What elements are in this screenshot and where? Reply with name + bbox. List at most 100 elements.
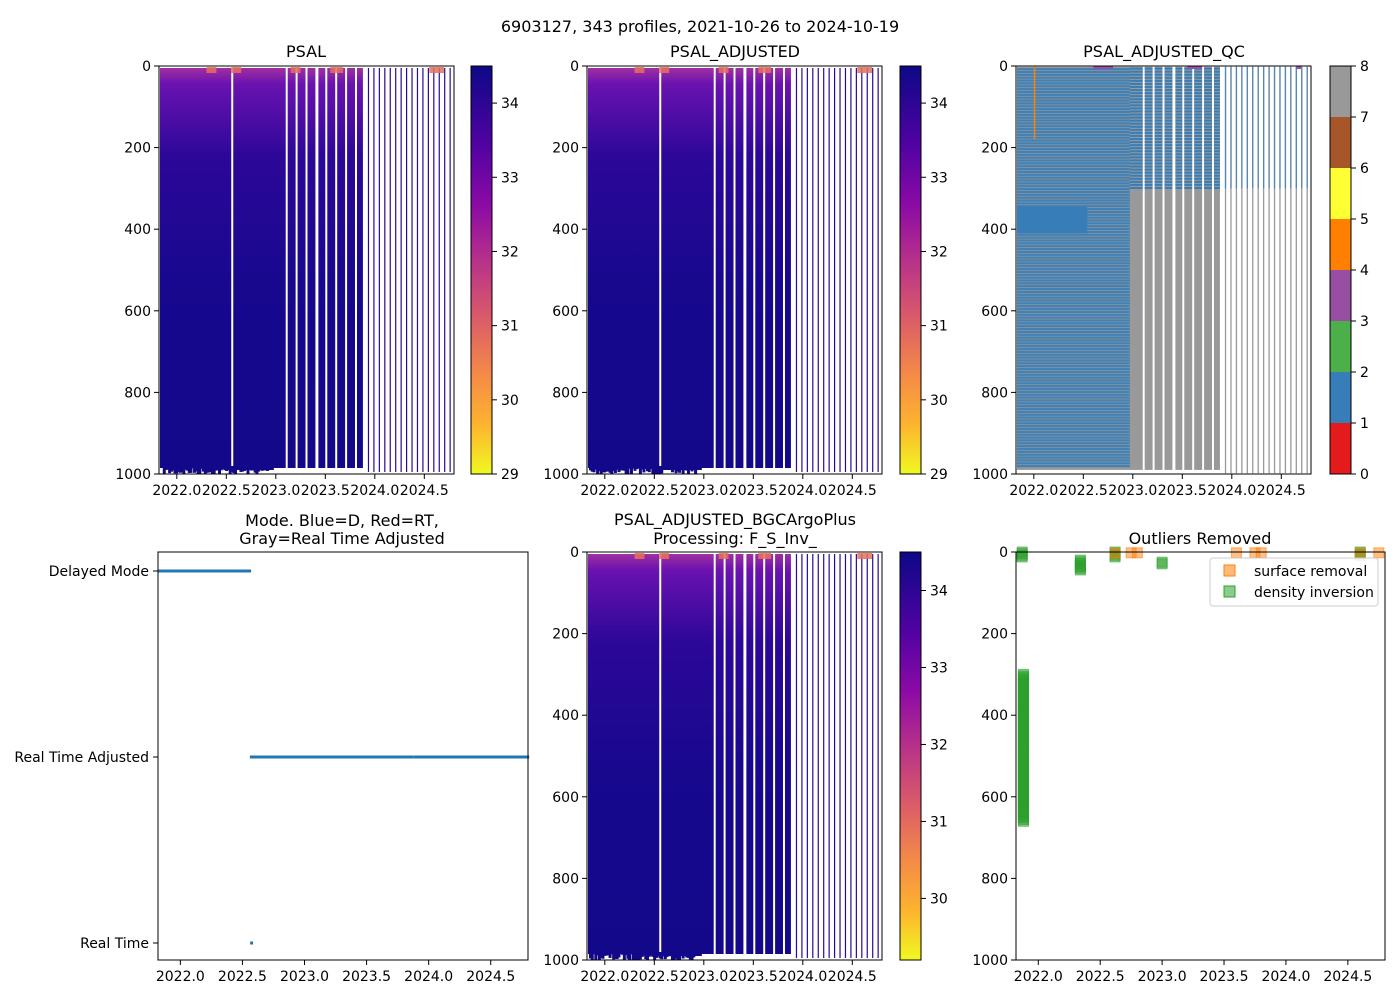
qc-flag-row <box>1016 250 1131 254</box>
psal-field <box>159 67 451 474</box>
density-inversion-point <box>1156 558 1168 570</box>
qc-flag-row <box>1213 165 1220 168</box>
qc-flag-row <box>1144 70 1153 73</box>
y-tick-label: 1000 <box>115 467 151 483</box>
bottom-edge <box>255 466 259 474</box>
qc-flag-row <box>1184 113 1193 116</box>
x-tick-label: 2023.5 <box>1158 483 1207 499</box>
bottom-edge <box>608 952 612 958</box>
qc-flag-row <box>1129 186 1143 189</box>
qc-flag-row <box>1154 159 1163 162</box>
salinity-column <box>715 554 724 954</box>
qc-flag-row <box>1016 165 1131 168</box>
bottom-edge <box>250 466 254 471</box>
bottom-edge <box>173 466 177 474</box>
qc-flag-row <box>1016 325 1131 328</box>
salinity-column <box>801 554 803 958</box>
mode-point <box>437 755 440 759</box>
salinity-column <box>389 68 391 472</box>
qc-flag-row <box>1016 105 1131 108</box>
salinity-column <box>700 554 714 954</box>
qc-flag-row <box>1194 125 1203 128</box>
qc-flag-row <box>1129 89 1143 92</box>
qc-flag-row <box>1164 180 1173 183</box>
bottom-edge <box>626 952 630 959</box>
qc-flag-row <box>1016 390 1131 393</box>
panel-psal-adjusted-title: PSAL_ADJUSTED <box>670 42 800 62</box>
salinity-column <box>735 68 744 468</box>
bottom-edge <box>193 466 197 473</box>
qc-column <box>1284 66 1287 474</box>
mode-point <box>424 755 427 759</box>
bottom-edge <box>219 466 223 471</box>
mode-point <box>513 755 516 759</box>
qc-flag-row <box>1016 302 1131 305</box>
colorbar-tick-label: 7 <box>1360 110 1369 126</box>
mode-point <box>521 755 524 759</box>
qc-flag-row <box>1129 85 1143 88</box>
y-tick-label: 600 <box>552 304 579 320</box>
qc-flag-row <box>1204 89 1213 92</box>
qc-flag-row <box>1016 396 1131 399</box>
bottom-edge <box>257 466 261 472</box>
qc-column <box>1257 66 1259 474</box>
qc-flag-row <box>1016 116 1131 119</box>
bottom-edge <box>230 466 234 472</box>
colorbar-tick-label: 2 <box>1360 365 1369 381</box>
bottom-edge <box>644 466 648 470</box>
mode-point <box>506 755 509 759</box>
qc-flag-row <box>1016 305 1131 308</box>
bottom-edge <box>175 466 179 474</box>
bottom-edge <box>638 952 642 960</box>
qc-flag-row <box>1184 92 1193 95</box>
salinity-column <box>839 554 841 958</box>
y-tick-label: Real Time <box>80 936 149 952</box>
qc-flag-row <box>1154 85 1163 88</box>
qc-flag-row <box>1184 144 1193 147</box>
qc-flag-row <box>1213 147 1220 150</box>
qc-flag-row <box>1164 116 1173 119</box>
surface-removal-point <box>1131 547 1143 559</box>
qc-colorbar-segment <box>1330 66 1351 117</box>
qc-flag-row <box>1154 174 1163 177</box>
qc-column <box>1144 66 1153 470</box>
salinity-column <box>416 68 419 472</box>
psal-qc-yticks: 0 200 400 600 800 1000 <box>972 59 1016 483</box>
bottom-edge <box>212 466 216 474</box>
y-tick-label: 1000 <box>972 953 1008 969</box>
psal-qc-axes-frame <box>1015 65 1312 475</box>
qc-flag-row <box>1184 150 1193 153</box>
salinity-column <box>806 554 808 958</box>
salinity-column <box>700 68 714 468</box>
qc-flag-row <box>1184 159 1193 162</box>
qc-flag-row <box>1175 183 1183 186</box>
psal-adjusted-field <box>587 67 879 474</box>
mode-point <box>489 755 492 759</box>
x-tick-label: 2024.5 <box>466 969 515 985</box>
bottom-edge <box>619 952 623 955</box>
qc-flag-row <box>1144 159 1153 162</box>
qc-flag-row <box>1154 110 1163 113</box>
y-tick-label: 400 <box>981 222 1008 238</box>
salinity-column <box>318 68 326 468</box>
qc-flag-row <box>1016 148 1131 151</box>
qc-flag-row <box>1184 125 1193 128</box>
qc-flag-row <box>1213 125 1220 128</box>
salinity-column <box>337 68 346 468</box>
qc-column <box>1129 66 1143 470</box>
mode-point <box>458 755 461 759</box>
qc-flag <box>1230 66 1232 189</box>
qc-flag-row <box>1129 104 1143 107</box>
mode-point <box>440 755 443 759</box>
qc-flag-row <box>1213 122 1220 125</box>
mode-point <box>510 755 513 759</box>
qc-flag-row <box>1184 82 1193 85</box>
qc-flag-row <box>1154 89 1163 92</box>
qc-flag-row <box>1175 95 1183 98</box>
bottom-edge <box>226 466 230 471</box>
qc-flag-row <box>1194 171 1203 174</box>
qc-flag-row <box>1129 95 1143 98</box>
bottom-edge <box>608 466 612 473</box>
qc-flag-row <box>1016 270 1131 274</box>
qc-flag-row <box>1164 138 1173 141</box>
